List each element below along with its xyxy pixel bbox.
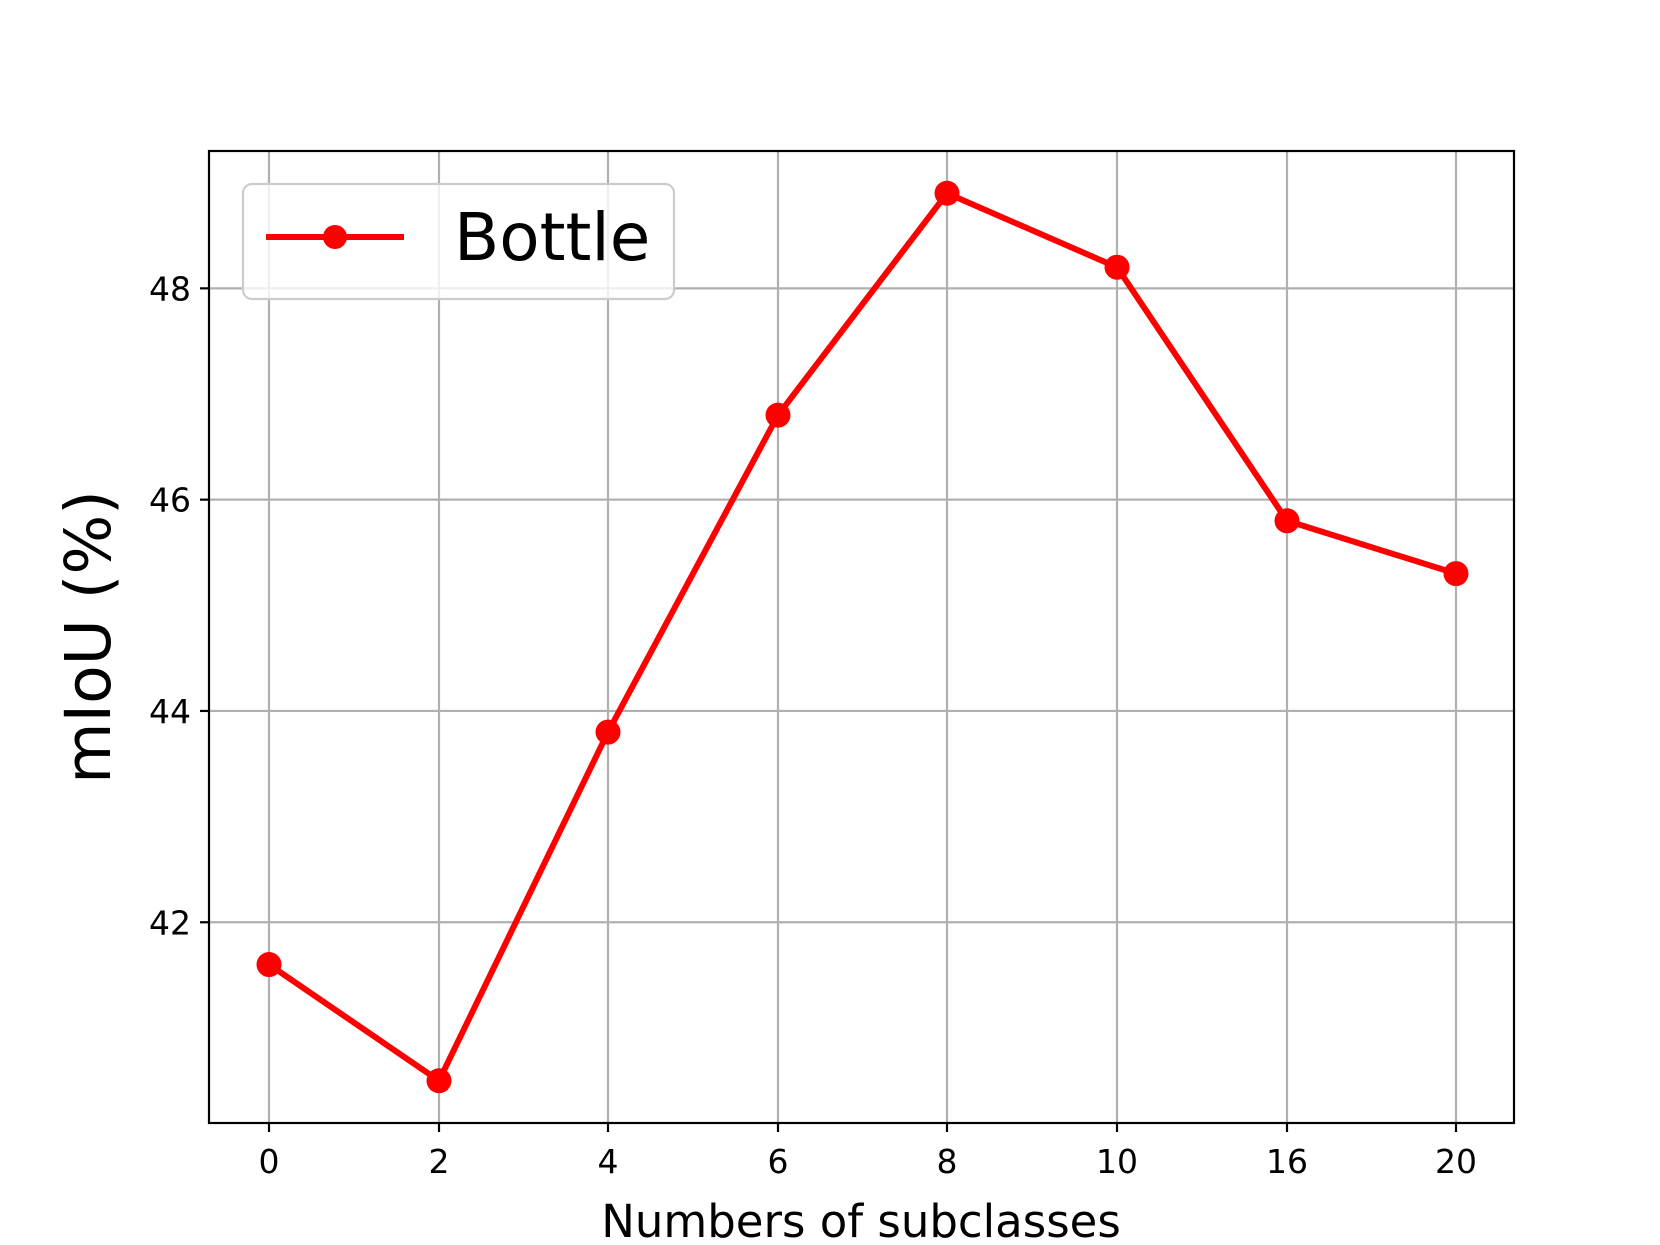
legend-label-bottle: Bottle [454,199,650,276]
y-tick-label: 42 [149,903,191,942]
data-point [1274,508,1300,534]
legend-box [241,182,676,301]
x-tick-label: 20 [1435,1142,1477,1181]
series-layer [256,180,1469,1094]
data-point [934,180,960,206]
legend: Bottle [241,182,676,301]
y-tick-label: 44 [149,692,191,731]
data-point [595,719,621,745]
data-point [256,952,282,978]
x-tick-label: 10 [1096,1142,1138,1181]
x-tick-label: 0 [259,1142,280,1181]
x-axis-label: Numbers of subclasses [601,1195,1121,1245]
plot-frame [207,149,1516,1125]
legend-marker-swatch [323,225,347,249]
x-tick-label: 6 [768,1142,789,1181]
y-tick-label: 48 [149,269,191,308]
data-point [426,1068,452,1094]
data-point [765,402,791,428]
x-tick-label: 2 [429,1142,450,1181]
grid-lines [209,151,1514,1123]
x-tick-label: 4 [598,1142,619,1181]
series-line-bottle [264,190,1460,1084]
x-tick-label: 8 [937,1142,958,1181]
y-tick-label: 46 [149,481,191,520]
y-axis-label: mIoU (%) [52,490,125,784]
x-tick-label: 16 [1266,1142,1308,1181]
data-point [1104,254,1130,280]
data-point [1443,561,1469,587]
